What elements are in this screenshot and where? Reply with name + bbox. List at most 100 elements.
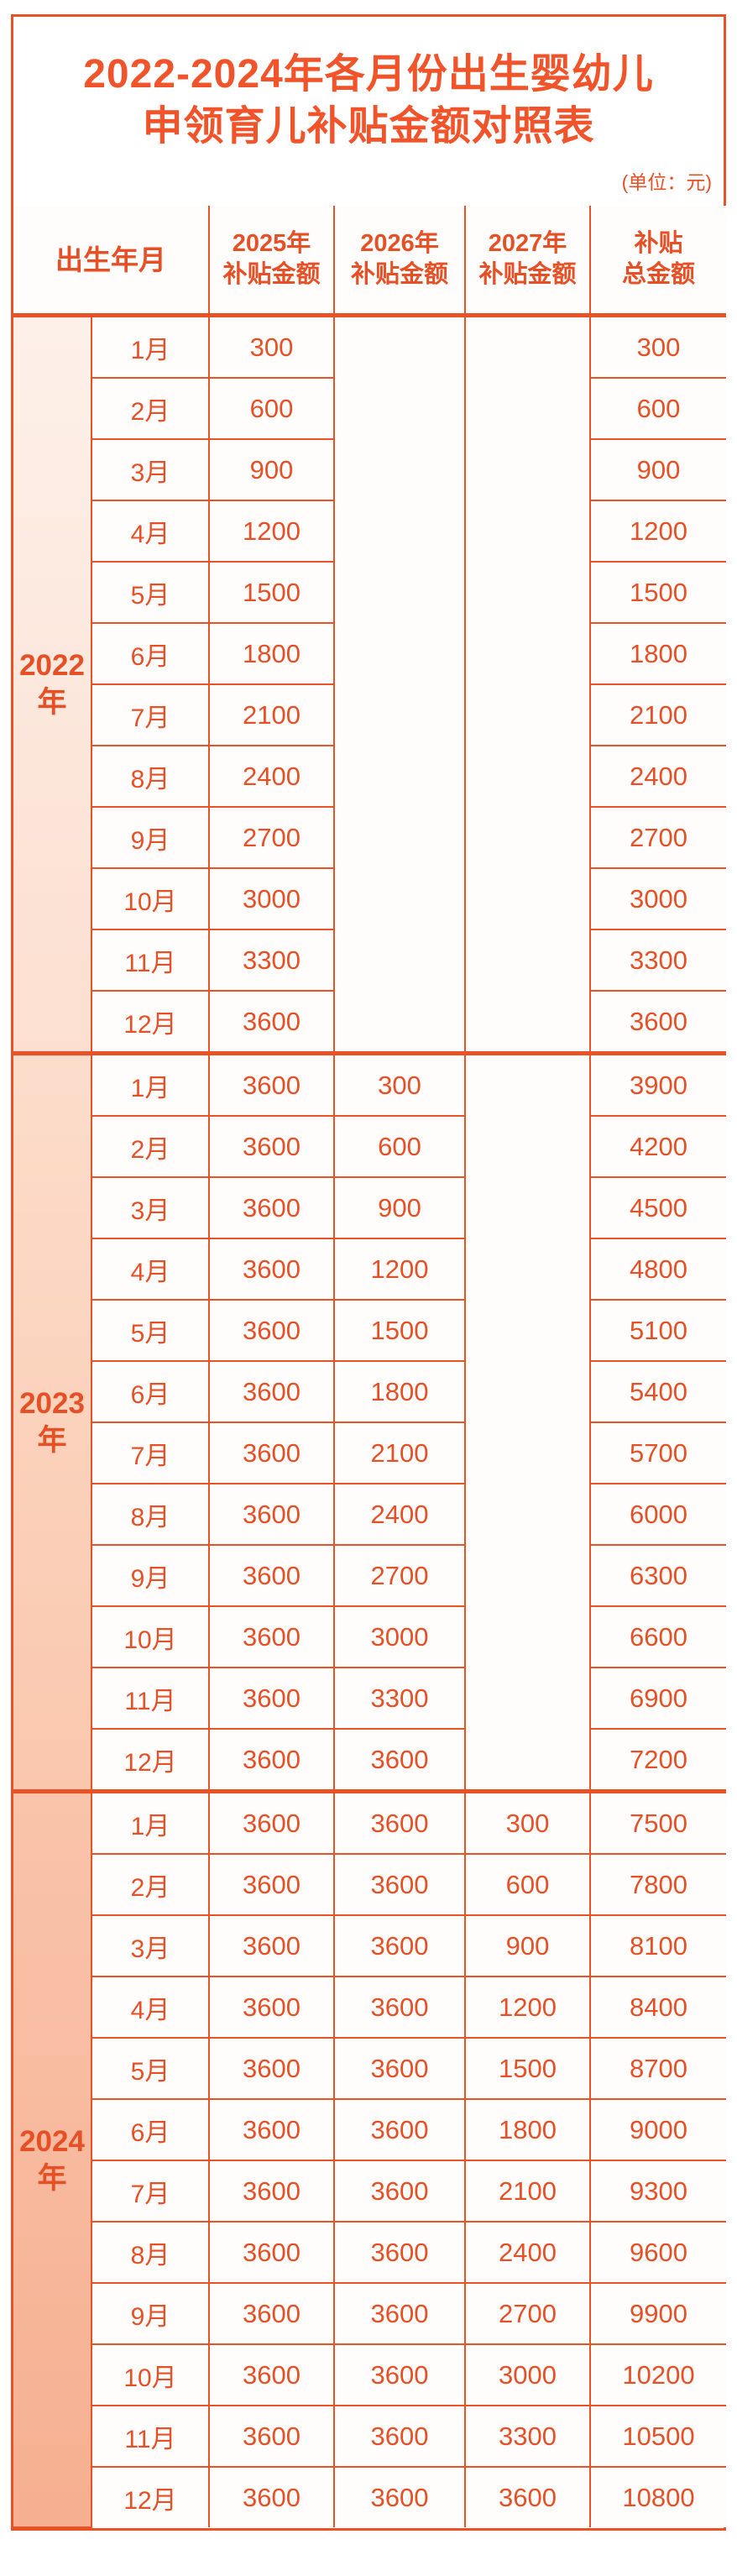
month-cell: 1月 — [91, 313, 210, 379]
month-cell: 11月 — [91, 2405, 210, 2468]
month-cell: 12月 — [91, 990, 210, 1055]
month-cell: 11月 — [91, 929, 210, 992]
table-row: 12月 3600 3600 3600 10800 — [13, 2466, 726, 2527]
total-cell: 9600 — [589, 2221, 726, 2284]
subsidy-value-cell: 3600 — [333, 1853, 466, 1916]
subsidy-value-cell: 600 — [208, 377, 335, 440]
total-cell: 7500 — [589, 1789, 726, 1855]
header-total-line2: 总金额 — [621, 261, 695, 288]
subsidy-value-cell: 3600 — [333, 1976, 466, 2039]
table-row: 2月 3600 3600 600 7800 — [13, 1853, 726, 1916]
subsidy-value-cell: 1800 — [208, 622, 335, 685]
month-cell: 12月 — [91, 2466, 210, 2527]
subsidy-value-cell: 900 — [333, 1176, 466, 1239]
table-row: 2023 年 1月 3600 300 3900 — [13, 1051, 726, 1793]
total-cell: 10800 — [589, 2466, 726, 2527]
subsidy-value-cell: 3600 — [208, 1238, 335, 1301]
subsidy-value-cell: 3600 — [208, 1976, 335, 2039]
total-cell: 5400 — [589, 1360, 726, 1423]
month-cell: 7月 — [91, 1422, 210, 1484]
subsidy-value-cell: 900 — [208, 438, 335, 501]
total-cell: 3000 — [589, 867, 726, 930]
total-cell: 6900 — [589, 1667, 726, 1730]
total-cell: 6300 — [589, 1544, 726, 1607]
total-cell: 6600 — [589, 1605, 726, 1668]
table-row: 6月 3600 3600 1800 9000 — [13, 2098, 726, 2161]
total-cell: 1800 — [589, 622, 726, 685]
subsidy-value-cell: 3600 — [208, 2466, 335, 2527]
total-cell: 3600 — [589, 990, 726, 1055]
table-row: 5月 3600 1500 5100 — [13, 1299, 726, 1362]
subsidy-value-cell: 300 — [208, 313, 335, 379]
subsidy-value-cell: 3600 — [333, 2037, 466, 2100]
header-2026-subsidy: 2026年 补贴金额 — [333, 206, 466, 317]
subsidy-value-cell: 3600 — [208, 1544, 335, 1607]
subsidy-value-cell: 2100 — [464, 2160, 591, 2223]
subsidy-value-cell: 3600 — [208, 1483, 335, 1546]
total-cell: 9000 — [589, 2098, 726, 2161]
table-row: 3月 900 900 — [13, 438, 726, 501]
table-row: 2月 600 600 — [13, 377, 726, 440]
subsidy-value-cell: 3000 — [333, 1605, 466, 1668]
table-row: 2月 3600 600 4200 — [13, 1115, 726, 1178]
subsidy-value-cell: 2400 — [333, 1483, 466, 1546]
total-cell: 7800 — [589, 1853, 726, 1916]
subsidy-value-cell: 900 — [464, 1914, 591, 1977]
table-row: 4月 1200 1200 — [13, 500, 726, 563]
total-cell: 2700 — [589, 806, 726, 869]
table-row: 8月 3600 2400 6000 — [13, 1483, 726, 1546]
header-2025-subsidy: 2025年 补贴金额 — [208, 206, 335, 317]
table-row: 10月 3000 3000 — [13, 867, 726, 930]
total-cell: 3300 — [589, 929, 726, 992]
table-row: 3月 3600 3600 900 8100 — [13, 1914, 726, 1977]
subsidy-value-cell: 3600 — [333, 1728, 466, 1793]
month-cell: 9月 — [91, 1544, 210, 1607]
total-cell: 1500 — [589, 561, 726, 624]
table-row: 9月 3600 3600 2700 9900 — [13, 2282, 726, 2345]
total-cell: 4200 — [589, 1115, 726, 1178]
total-cell: 8700 — [589, 2037, 726, 2100]
subsidy-value-cell: 3300 — [464, 2405, 591, 2468]
month-cell: 1月 — [91, 1789, 210, 1855]
month-cell: 5月 — [91, 2037, 210, 2100]
month-cell: 9月 — [91, 806, 210, 869]
year-label-line: 2023 — [19, 1387, 85, 1420]
total-cell: 2400 — [589, 745, 726, 808]
header-2025-line1: 2025年 — [232, 230, 311, 257]
table-row: 9月 2700 2700 — [13, 806, 726, 869]
subsidy-value-cell: 3600 — [208, 2405, 335, 2468]
subsidy-value-cell: 2700 — [333, 1544, 466, 1607]
subsidy-value-cell: 3600 — [208, 2160, 335, 2223]
subsidy-value-cell: 3600 — [333, 2098, 466, 2161]
total-cell: 3900 — [589, 1051, 726, 1117]
year-cell: 2024 年 — [13, 1789, 92, 2528]
month-cell: 6月 — [91, 2098, 210, 2161]
subsidy-value-cell: 2400 — [208, 745, 335, 808]
table-row: 7月 3600 2100 5700 — [13, 1422, 726, 1484]
header-2027-subsidy: 2027年 补贴金额 — [464, 206, 591, 317]
subsidy-value-cell: 1500 — [464, 2037, 591, 2100]
month-cell: 1月 — [91, 1051, 210, 1117]
subsidy-value-cell: 1500 — [208, 561, 335, 624]
page-title-line1: 2022-2024年各月份出生婴幼儿 — [83, 52, 654, 97]
blank-cell — [333, 313, 466, 1055]
table-row: 7月 3600 3600 2100 9300 — [13, 2160, 726, 2223]
subsidy-value-cell: 3600 — [464, 2466, 591, 2527]
subsidy-value-cell: 3600 — [333, 2221, 466, 2284]
subsidy-table: 出生年月 2025年 补贴金额 2026年 补贴金额 2027年 补贴金额 补 — [13, 206, 726, 2528]
table-row: 10月 3600 3000 6600 — [13, 1605, 726, 1668]
month-cell: 10月 — [91, 867, 210, 930]
header-total-subsidy: 补贴 总金额 — [589, 206, 726, 317]
month-cell: 12月 — [91, 1728, 210, 1793]
total-cell: 5100 — [589, 1299, 726, 1362]
table-row: 8月 3600 3600 2400 9600 — [13, 2221, 726, 2284]
month-cell: 9月 — [91, 2282, 210, 2345]
subsidy-value-cell: 1200 — [333, 1238, 466, 1301]
subsidy-value-cell: 2100 — [208, 683, 335, 746]
subsidy-value-cell: 3600 — [208, 1115, 335, 1178]
total-cell: 9300 — [589, 2160, 726, 2223]
subsidy-value-cell: 2400 — [464, 2221, 591, 2284]
table-row: 4月 3600 1200 4800 — [13, 1238, 726, 1301]
table-row: 5月 3600 3600 1500 8700 — [13, 2037, 726, 2100]
total-cell: 8100 — [589, 1914, 726, 1977]
